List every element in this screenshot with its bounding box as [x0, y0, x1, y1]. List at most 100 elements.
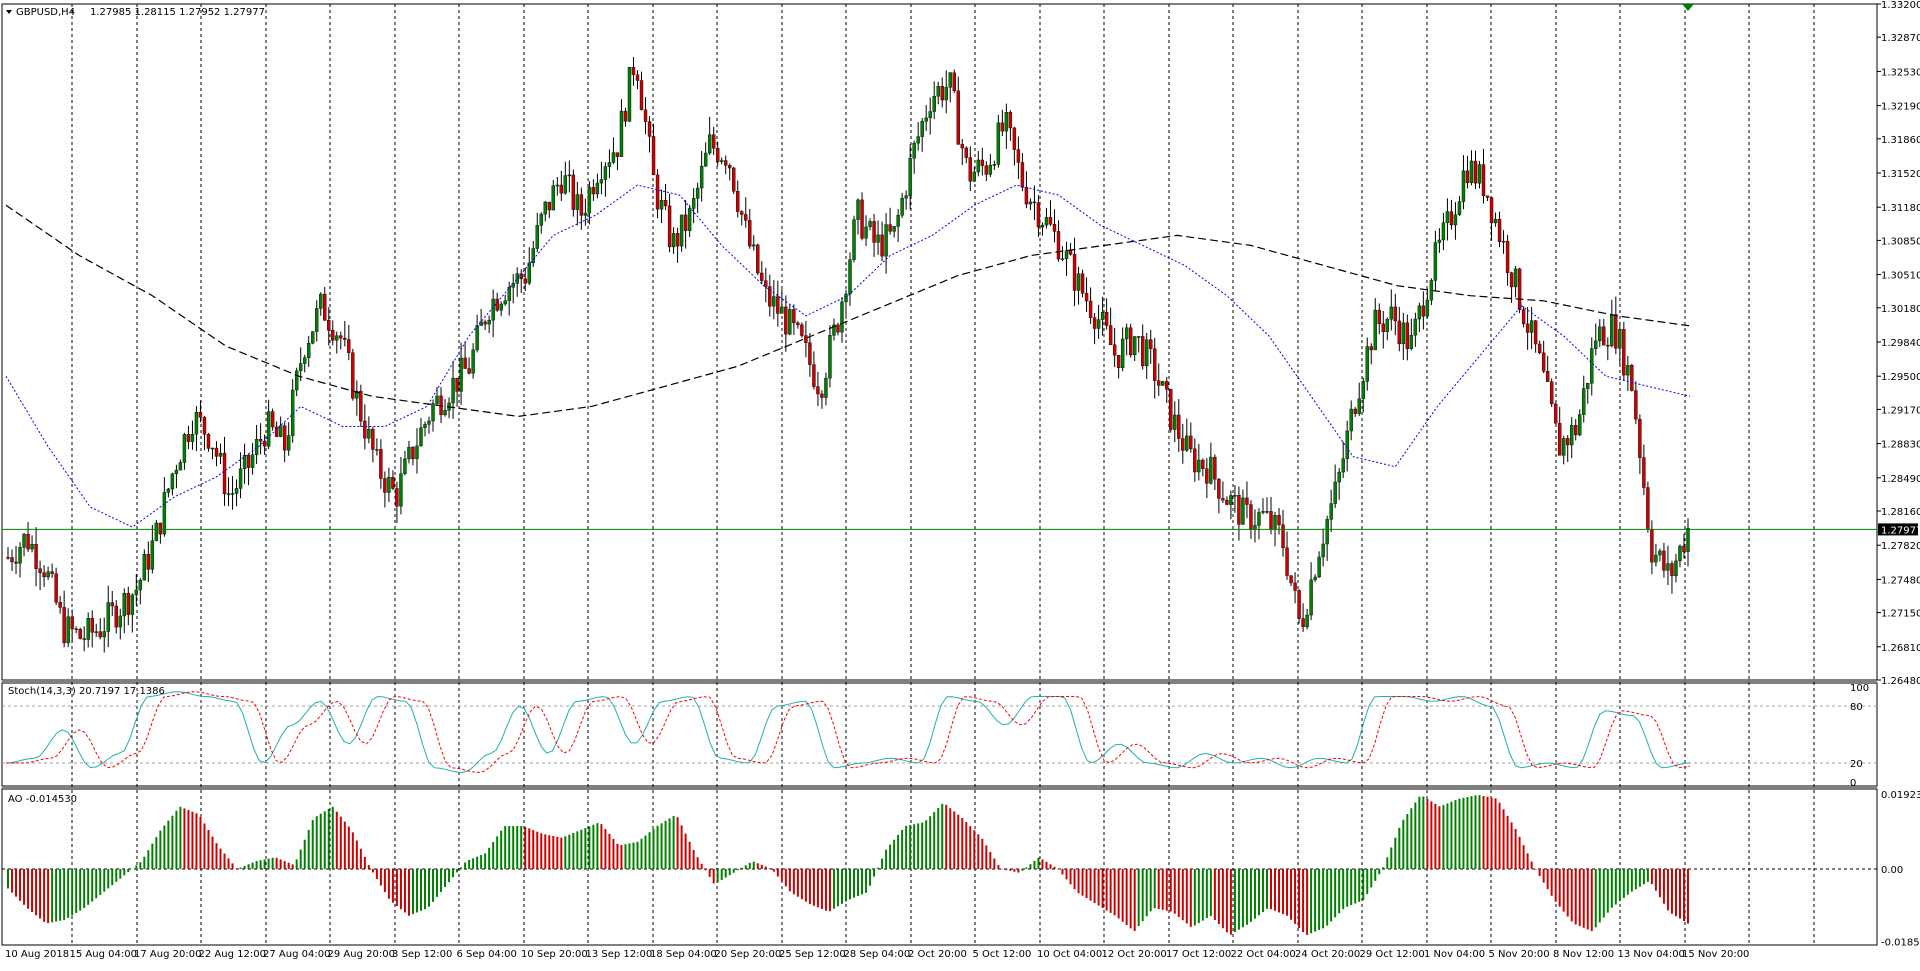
candle-body [864, 226, 868, 239]
candle-body [756, 244, 760, 274]
candle-body [1537, 343, 1542, 354]
candle-body [166, 488, 171, 493]
x-axis-label: 13 Nov 04:00 [1618, 949, 1685, 960]
dropdown-triangle-icon[interactable] [6, 10, 12, 14]
candle-body [134, 589, 139, 596]
candle-body [832, 324, 836, 336]
candle-body [467, 368, 471, 374]
candle-body [724, 160, 728, 166]
candle-body [1000, 122, 1005, 132]
candle-body [70, 616, 74, 630]
candle-body [1557, 423, 1562, 456]
candle-body [339, 335, 343, 339]
candle-body [367, 428, 371, 439]
candle-body [1590, 348, 1594, 384]
candle-body [635, 74, 640, 81]
candle-body [1413, 318, 1418, 336]
candle-body [936, 86, 940, 97]
candle-body [1509, 272, 1514, 288]
candle-body [583, 212, 588, 216]
x-axis-label: 25 Sep 12:00 [779, 949, 846, 960]
candle-body [315, 308, 319, 332]
x-axis-label: 17 Oct 12:00 [1166, 949, 1231, 960]
ao-panel[interactable] [2, 795, 1877, 935]
y-axis-label: 1.29500 [1881, 372, 1920, 383]
candle-body [1056, 231, 1061, 260]
candle-body [1357, 398, 1361, 414]
current-price-tag [1878, 523, 1918, 536]
candle-body [50, 571, 54, 574]
candle-body [1561, 438, 1566, 456]
candle-body [1425, 299, 1430, 317]
candle-body [387, 477, 391, 493]
candle-body [503, 300, 507, 305]
candle-body [940, 86, 944, 101]
y-axis-label: 1.31520 [1881, 169, 1920, 180]
candle-body [523, 278, 527, 284]
candle-body [1361, 381, 1365, 399]
candle-body [507, 287, 511, 301]
candle-body [1517, 268, 1522, 310]
candle-body [988, 164, 993, 175]
candle-body [270, 411, 275, 428]
candle-body [214, 447, 219, 457]
candle-body [1545, 371, 1550, 382]
candle-body [1100, 312, 1105, 320]
candle-body [924, 117, 928, 122]
candle-body [178, 462, 183, 471]
candle-body [278, 425, 283, 437]
candle-body [218, 452, 223, 457]
candle-body [627, 67, 632, 122]
candle-body [980, 159, 985, 166]
y-axis-label: 1.31180 [1881, 203, 1920, 214]
candle-body [491, 298, 495, 321]
candle-body [1112, 344, 1117, 356]
candle-body [1016, 149, 1021, 163]
x-axis-label: 22 Oct 04:00 [1231, 949, 1296, 960]
candle-body [1028, 201, 1033, 205]
stochastic-panel[interactable] [2, 691, 1877, 774]
candle-body [607, 162, 612, 167]
candle-body [868, 221, 872, 228]
candle-body [327, 320, 331, 331]
candle-body [274, 426, 279, 437]
candle-body [14, 561, 18, 564]
candle-body [952, 72, 956, 92]
panel-separator [2, 786, 1877, 789]
candle-body [194, 412, 199, 435]
candle-body [599, 179, 604, 184]
candle-body [1549, 381, 1554, 405]
y-axis-label: 1.30850 [1881, 236, 1920, 247]
candle-body [1397, 320, 1402, 345]
candle-body [30, 543, 34, 550]
candle-body [996, 122, 1001, 165]
candle-body [1666, 563, 1670, 571]
candle-body [126, 593, 130, 615]
candle-body [250, 454, 255, 468]
candle-body [1521, 309, 1526, 325]
y-axis-label: 1.33200 [1881, 0, 1920, 11]
x-axis-label: 10 Oct 04:00 [1037, 949, 1102, 960]
candle-body [1401, 322, 1406, 345]
candle-body [647, 121, 652, 137]
candle-body [1465, 170, 1470, 184]
candle-body [242, 454, 247, 469]
candle-body [423, 424, 427, 428]
candle-body [1377, 309, 1381, 325]
candle-body [1602, 326, 1606, 346]
candle-body [1570, 425, 1574, 446]
candle-body [715, 147, 720, 162]
y-axis-label: 1.32870 [1881, 33, 1920, 44]
candle-body [335, 335, 339, 341]
candle-body [639, 80, 644, 111]
candle-body [1297, 590, 1301, 619]
x-axis-label: 8 Nov 12:00 [1553, 949, 1614, 960]
candle-body [1385, 319, 1389, 332]
candle-body [976, 159, 981, 173]
candle-body [944, 87, 948, 101]
candle-body [695, 187, 700, 199]
candle-body [1566, 438, 1570, 446]
price-panel[interactable] [2, 56, 1877, 653]
